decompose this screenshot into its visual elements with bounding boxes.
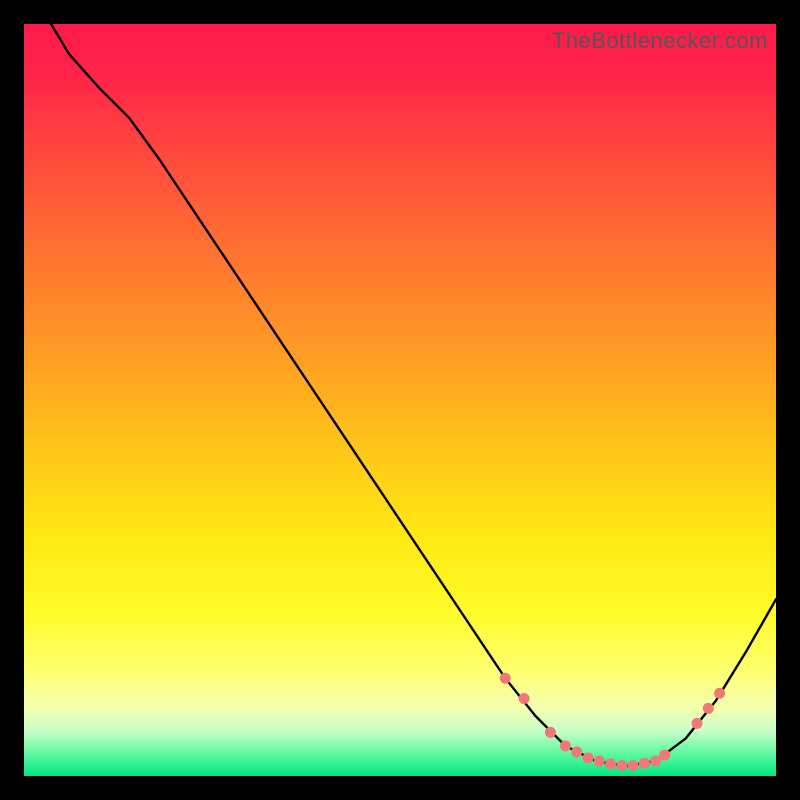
marker-dot bbox=[594, 755, 605, 766]
chart-svg bbox=[24, 24, 776, 776]
marker-dot bbox=[500, 673, 511, 684]
marker-dot bbox=[714, 688, 725, 699]
plot-area: TheBottlenecker.com bbox=[24, 24, 776, 776]
marker-dot bbox=[519, 693, 530, 704]
marker-dot bbox=[605, 758, 616, 769]
marker-dot bbox=[628, 760, 639, 771]
gradient-background bbox=[24, 24, 776, 776]
marker-dot bbox=[703, 703, 714, 714]
marker-dot bbox=[639, 758, 650, 769]
marker-dot bbox=[560, 740, 571, 751]
marker-dot bbox=[692, 718, 703, 729]
marker-dot bbox=[659, 749, 670, 760]
marker-dot bbox=[571, 746, 582, 757]
marker-dot bbox=[545, 727, 556, 738]
marker-dot bbox=[650, 755, 661, 766]
marker-dot bbox=[583, 752, 594, 763]
watermark-text: TheBottlenecker.com bbox=[552, 28, 768, 54]
chart-frame: TheBottlenecker.com bbox=[0, 0, 800, 800]
marker-dot bbox=[616, 760, 627, 771]
